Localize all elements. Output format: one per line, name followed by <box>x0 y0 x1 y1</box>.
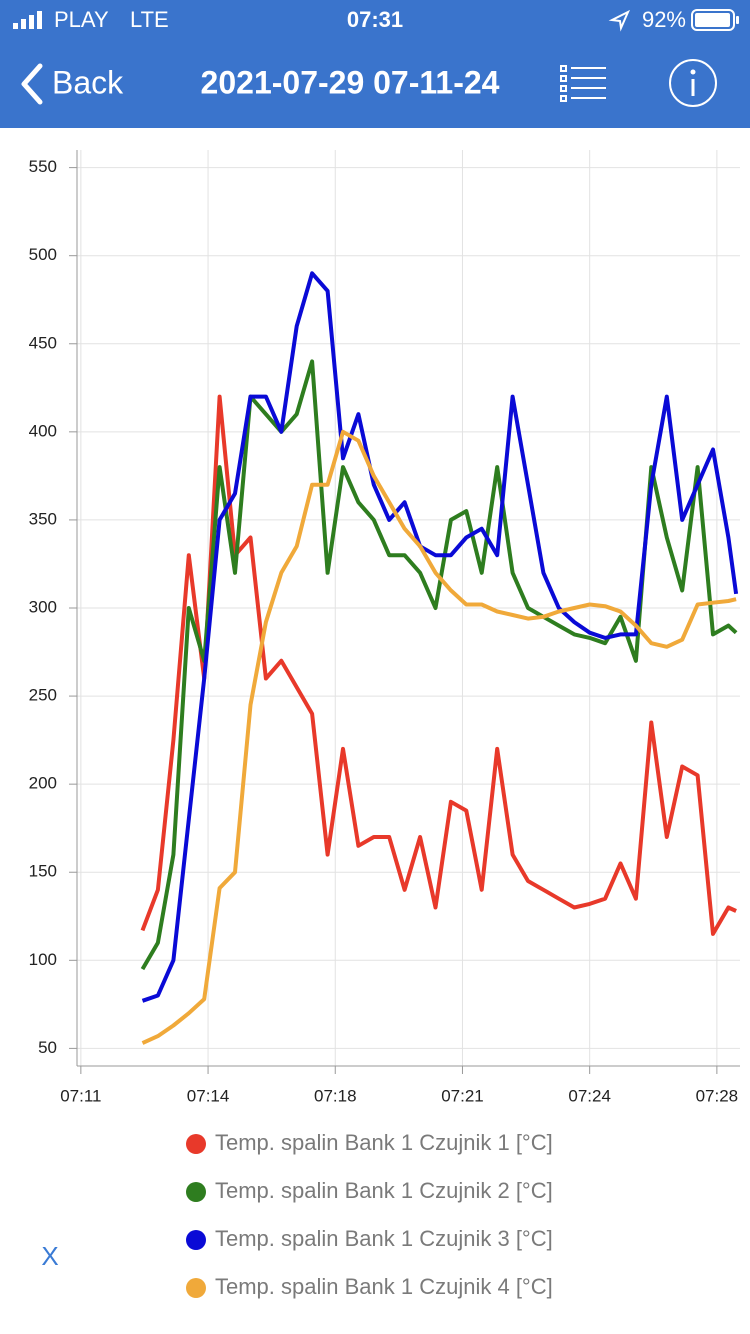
x-tick-label: 07:21 <box>441 1086 484 1105</box>
legend-label: Temp. spalin Bank 1 Czujnik 4 [°C] <box>215 1274 553 1299</box>
legend-label: Temp. spalin Bank 1 Czujnik 2 [°C] <box>215 1178 553 1203</box>
x-tick-label: 07:14 <box>187 1086 230 1105</box>
list-button[interactable] <box>560 65 606 102</box>
legend-marker <box>186 1278 206 1298</box>
back-button[interactable]: Back <box>21 63 124 105</box>
x-tick-label: 07:28 <box>696 1086 739 1105</box>
y-tick-label: 550 <box>29 157 57 176</box>
x-tick-label: 07:18 <box>314 1086 357 1105</box>
chart: 50 100 150 200 250 300 350 400 450 500 550 07:11 07:… <box>29 150 740 1299</box>
legend-marker <box>186 1182 206 1202</box>
signal-icon <box>13 11 42 29</box>
nav-title: 2021-07-29 07-11-24 <box>201 64 500 100</box>
battery-level: 92% <box>642 7 686 32</box>
y-tick-label: 350 <box>29 509 57 528</box>
network: LTE <box>130 7 169 32</box>
location-icon <box>608 9 631 32</box>
y-tick-label: 450 <box>29 333 57 352</box>
carrier: PLAY <box>54 7 109 32</box>
series-line <box>141 271 739 1003</box>
series-line <box>141 429 737 1045</box>
y-tick-label: 200 <box>29 774 57 793</box>
back-label[interactable]: Back <box>52 64 124 100</box>
legend-label: Temp. spalin Bank 1 Czujnik 1 [°C] <box>215 1130 553 1155</box>
series-line <box>140 394 737 936</box>
close-button[interactable]: X <box>41 1241 58 1271</box>
legend-marker <box>186 1134 206 1154</box>
x-tick-label: 07:11 <box>60 1086 101 1105</box>
y-tick-label: 150 <box>29 862 57 881</box>
legend-label: Temp. spalin Bank 1 Czujnik 3 [°C] <box>215 1226 553 1251</box>
y-tick-label: 400 <box>29 421 57 440</box>
y-tick-label: 500 <box>29 245 57 264</box>
clock: 07:31 <box>347 7 403 32</box>
x-tick-label: 07:24 <box>568 1086 611 1105</box>
legend-marker <box>186 1230 206 1250</box>
y-tick-label: 100 <box>29 950 57 969</box>
y-tick-label: 250 <box>29 686 57 705</box>
y-tick-label: 300 <box>29 597 57 616</box>
info-button[interactable] <box>669 59 717 107</box>
battery-icon <box>691 9 739 31</box>
y-tick-label: 50 <box>38 1038 57 1057</box>
